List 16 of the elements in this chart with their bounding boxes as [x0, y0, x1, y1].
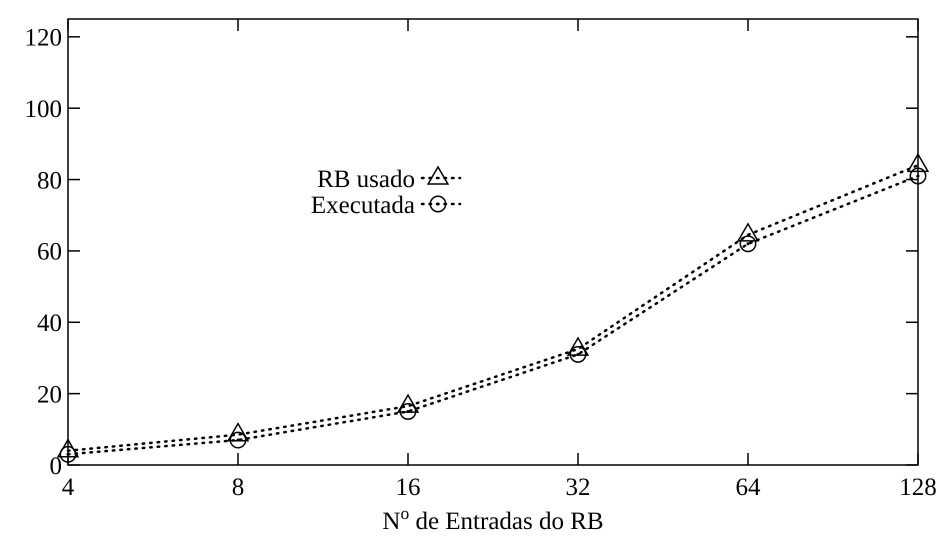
y-tick-label: 80 [37, 167, 62, 194]
legend-label: Executada [310, 192, 415, 219]
x-tick-label: 128 [899, 474, 937, 501]
x-tick-label: 32 [566, 474, 590, 501]
legend-label: RB usado [317, 166, 415, 193]
y-tick-label: 40 [37, 310, 62, 338]
x-tick-label: 64 [736, 474, 761, 501]
y-tick-label: 0 [50, 452, 62, 480]
x-axis-title: N$^{o}$ de Entradas do RB [382, 503, 604, 535]
x-tick-label: 16 [396, 474, 420, 501]
y-tick-label: 100 [24, 96, 62, 123]
x-tick-label: 4 [62, 474, 75, 501]
x-tick-label: 8 [232, 474, 244, 501]
y-tick-label: 20 [37, 381, 62, 408]
y-tick-label: 120 [24, 24, 62, 52]
y-tick-label: 60 [37, 238, 62, 266]
